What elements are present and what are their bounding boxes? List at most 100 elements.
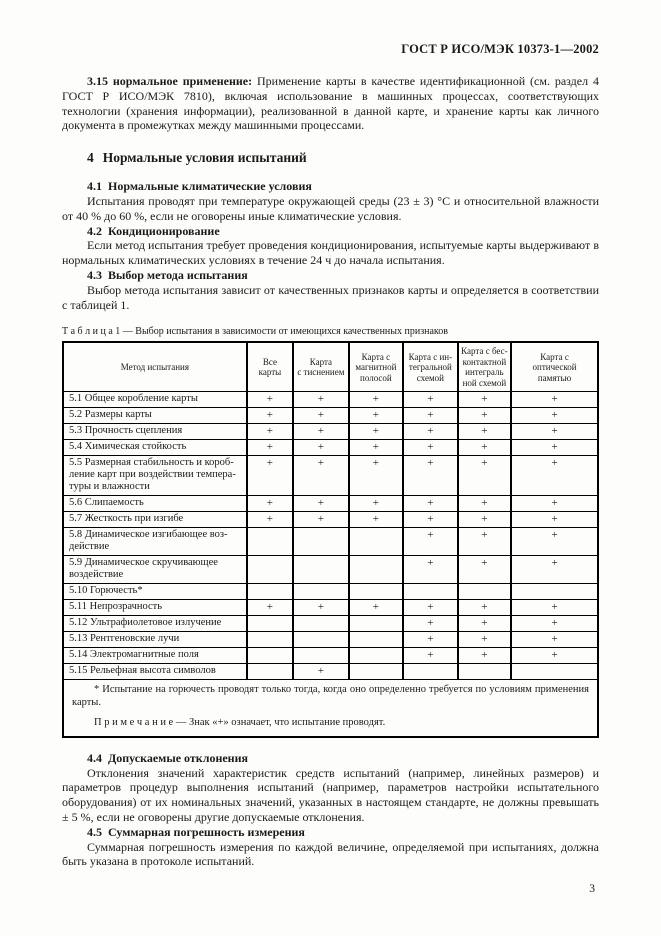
test-mark-cell: + (402, 599, 459, 617)
test-mark-cell: + (456, 391, 512, 409)
clause-number: 3.15 (87, 74, 108, 88)
table-caption: Т а б л и ц а 1 — Выбор испытания в зави… (62, 326, 599, 338)
test-method-label: 5.9 Динамическое скручивающее воздействи… (62, 555, 248, 585)
test-mark-cell: + (402, 439, 459, 457)
table-footnote: * Испытание на горючесть проводят только… (62, 679, 599, 738)
test-method-label: 5.15 Рельефная высота символов (62, 663, 248, 681)
test-mark-cell: + (402, 647, 459, 665)
page-number: 3 (589, 883, 595, 896)
test-mark-cell (402, 663, 459, 681)
test-mark-cell (347, 631, 404, 649)
test-method-label: 5.12 Ультрафиолетовое излучение (62, 615, 248, 633)
test-selection-table: Метод испытания Все карты Карта с тиснение… (62, 341, 599, 738)
test-mark-cell: + (292, 407, 350, 425)
test-mark-cell: + (245, 511, 294, 529)
test-mark-cell: + (347, 423, 404, 441)
test-mark-cell: + (456, 527, 512, 557)
test-mark-cell (245, 555, 294, 585)
column-header: Метод испытания (62, 341, 248, 393)
test-mark-cell: + (402, 423, 459, 441)
clause-3-15: 3.15 нормальное применение: Применение к… (62, 74, 599, 133)
table-header-row: Метод испытания Все карты Карта с тиснение… (62, 341, 599, 393)
test-mark-cell: + (402, 631, 459, 649)
test-mark-cell: + (292, 495, 350, 513)
test-mark-cell: + (402, 455, 459, 497)
test-mark-cell: + (245, 599, 294, 617)
test-mark-cell (347, 527, 404, 557)
test-mark-cell: + (456, 599, 512, 617)
test-mark-cell: + (510, 495, 599, 513)
test-mark-cell: + (510, 455, 599, 497)
test-mark-cell: + (245, 439, 294, 457)
subsection-4-1-heading: 4.1 Нормальные климатические условия (87, 179, 312, 194)
test-mark-cell: + (456, 455, 512, 497)
section-title: Нормальные условия испытаний (102, 150, 307, 166)
test-mark-cell: + (245, 495, 294, 513)
table-row: 5.7 Жесткость при изгибе + + + + + + (62, 511, 599, 529)
table-row: 5.13 Рентгеновские лучи + + + (62, 631, 599, 649)
test-mark-cell: + (456, 631, 512, 649)
test-method-label: 5.7 Жесткость при изгибе (62, 511, 248, 529)
test-mark-cell: + (292, 599, 350, 617)
subsection-4-4-text: Отклонения значений характеристик средст… (62, 765, 599, 825)
table-row: 5.2 Размеры карты + + + + + + (62, 407, 599, 425)
table-row: 5.8 Динамическое изгибающее воз- действи… (62, 527, 599, 557)
test-mark-cell (245, 647, 294, 665)
test-method-label: 5.1 Общее коробление карты (62, 391, 248, 409)
column-header: Карта с ин- тегральной схемой (402, 341, 459, 393)
test-method-label: 5.14 Электромагнитные поля (62, 647, 248, 665)
table-row: 5.3 Прочность сцепления + + + + + + (62, 423, 599, 441)
table-row: 5.14 Электромагнитные поля + + + (62, 647, 599, 665)
test-mark-cell: + (510, 439, 599, 457)
test-mark-cell: + (292, 455, 350, 497)
test-method-label: 5.3 Прочность сцепления (62, 423, 248, 441)
test-mark-cell: + (510, 615, 599, 633)
table-row: 5.6 Слипаемость + + + + + + (62, 495, 599, 513)
note-label: П р и м е ч а н и е — (94, 717, 187, 729)
test-mark-cell (510, 663, 599, 681)
test-mark-cell: + (292, 439, 350, 457)
column-header: Карта с тиснением (292, 341, 350, 393)
test-mark-cell: + (510, 391, 599, 409)
test-method-label: 5.2 Размеры карты (62, 407, 248, 425)
test-mark-cell (245, 615, 294, 633)
subsection-4-2-heading: 4.2 Кондиционирование (87, 223, 220, 238)
test-mark-cell (245, 663, 294, 681)
clause-term: нормальное применение: (112, 74, 253, 88)
subsection-4-2-text: Если метод испытания требует проведения … (62, 238, 599, 268)
column-header: Карта с магнитной полосой (347, 341, 404, 393)
test-mark-cell: + (456, 423, 512, 441)
test-mark-cell (402, 583, 459, 601)
test-mark-cell: + (292, 663, 350, 681)
test-mark-cell (292, 631, 350, 649)
table-row: 5.4 Химическая стойкость + + + + + + (62, 439, 599, 457)
test-mark-cell: + (245, 423, 294, 441)
table-row: 5.10 Горючесть* (62, 583, 599, 601)
test-mark-cell: + (347, 599, 404, 617)
subsection-4-3-text: Выбор метода испытания зависит от качест… (62, 282, 599, 312)
section-4-heading: 4 Нормальные условия испытаний (87, 150, 599, 166)
test-mark-cell (292, 615, 350, 633)
table-caption-text: Выбор испытания в зависимости от имеющих… (135, 326, 449, 338)
test-mark-cell (347, 583, 404, 601)
test-mark-cell (456, 583, 512, 601)
table-row: 5.5 Размерная стабильность и короб- лени… (62, 455, 599, 497)
test-mark-cell (245, 631, 294, 649)
test-mark-cell: + (402, 511, 459, 529)
test-method-label: 5.11 Непрозрачность (62, 599, 248, 617)
column-header: Все карты (245, 341, 294, 393)
test-mark-cell (292, 527, 350, 557)
test-method-label: 5.4 Химическая стойкость (62, 439, 248, 457)
test-mark-cell (292, 583, 350, 601)
test-mark-cell: + (292, 423, 350, 441)
test-mark-cell: + (402, 527, 459, 557)
test-method-label: 5.5 Размерная стабильность и короб- лени… (62, 455, 248, 497)
test-mark-cell (292, 647, 350, 665)
subsection-4-5-heading: 4.5 Суммарная погрешность измерения (87, 824, 305, 839)
test-mark-cell: + (402, 555, 459, 585)
test-mark-cell: + (402, 391, 459, 409)
test-method-label: 5.13 Рентгеновские лучи (62, 631, 248, 649)
test-mark-cell: + (510, 647, 599, 665)
test-mark-cell (347, 615, 404, 633)
